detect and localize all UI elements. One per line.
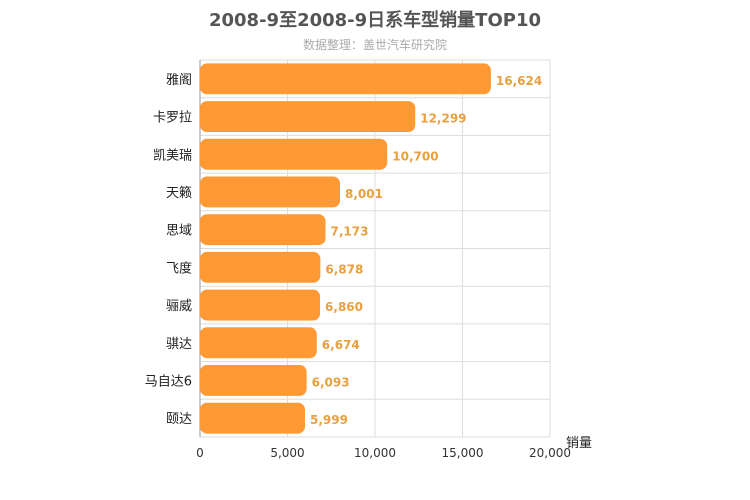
x-tick-label: 15,000 bbox=[442, 446, 484, 460]
chart-subtitle: 数据整理：盖世汽车研究院 bbox=[302, 38, 447, 52]
bar bbox=[200, 289, 321, 321]
category-label: 雅阁 bbox=[166, 73, 192, 88]
x-tick-label: 20,000 bbox=[529, 446, 571, 460]
data-label: 16,624 bbox=[496, 74, 542, 88]
category-label: 骐达 bbox=[166, 337, 192, 352]
x-axis-title: 销量 bbox=[566, 436, 592, 451]
bar bbox=[200, 214, 326, 246]
bar bbox=[200, 364, 307, 396]
data-label: 6,674 bbox=[322, 338, 360, 352]
data-label: 6,860 bbox=[325, 300, 363, 314]
category-label: 凯美瑞 bbox=[153, 148, 192, 163]
category-label: 思域 bbox=[166, 224, 192, 239]
category-label: 卡罗拉 bbox=[153, 111, 192, 126]
bar bbox=[200, 138, 388, 170]
data-label: 8,001 bbox=[345, 187, 383, 201]
data-label: 12,299 bbox=[420, 112, 466, 126]
data-label: 6,093 bbox=[312, 375, 350, 389]
data-label: 6,878 bbox=[325, 262, 363, 276]
category-label: 马自达6 bbox=[145, 374, 192, 389]
category-label: 骊威 bbox=[166, 299, 192, 314]
category-label: 飞度 bbox=[166, 260, 192, 276]
x-tick-label: 0 bbox=[196, 446, 204, 460]
data-label: 10,700 bbox=[392, 149, 438, 163]
category-label: 颐达 bbox=[166, 412, 192, 427]
data-label: 5,999 bbox=[310, 413, 348, 427]
bar bbox=[200, 101, 416, 133]
bar bbox=[200, 327, 317, 359]
chart-title: 2008-9至2008-9日系车型销量TOP10 bbox=[208, 10, 541, 31]
category-label: 天籁 bbox=[166, 186, 192, 201]
x-tick-label: 10,000 bbox=[354, 446, 396, 460]
bar bbox=[200, 176, 341, 208]
bar bbox=[200, 63, 491, 95]
x-tick-label: 5,000 bbox=[270, 446, 304, 460]
bar bbox=[200, 402, 305, 434]
bar bbox=[200, 251, 321, 283]
data-label: 7,173 bbox=[331, 225, 369, 239]
